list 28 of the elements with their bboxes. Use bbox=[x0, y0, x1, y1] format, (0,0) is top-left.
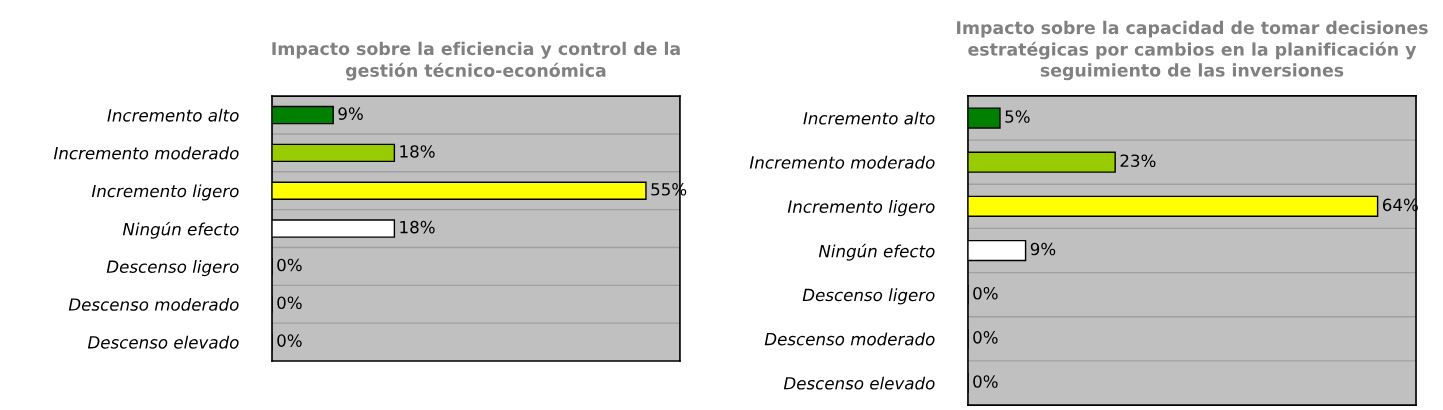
data-label: 23% bbox=[1120, 154, 1156, 168]
y-tick-label: Incremento ligero bbox=[91, 184, 239, 201]
y-tick-label: Ningún efecto bbox=[122, 221, 239, 239]
data-label: 9% bbox=[1030, 242, 1056, 256]
y-tick-label: Incremento alto bbox=[107, 108, 239, 122]
data-label: 18% bbox=[400, 220, 435, 234]
data-label: 9% bbox=[338, 107, 363, 120]
y-tick-label: Incremento alto bbox=[803, 111, 935, 125]
y-tick-label: Incremento moderado bbox=[749, 155, 935, 169]
chart-title: Impacto sobre la eficiencia y control de la gestión técnico-económica bbox=[272, 41, 680, 81]
data-label: 0% bbox=[973, 331, 998, 344]
data-label: 5% bbox=[1005, 110, 1030, 123]
chart-title: Impacto sobre la capacidad de tomar decisiones estratégicas por cambios en la planificación y seguimiento de las inversiones bbox=[957, 20, 1428, 81]
data-label: 0% bbox=[973, 375, 998, 388]
data-label: 0% bbox=[277, 258, 302, 272]
data-label: 0% bbox=[277, 334, 302, 347]
data-label: 0% bbox=[973, 286, 998, 300]
y-tick-label: Descenso elevado bbox=[87, 335, 239, 349]
y-tick-label: Descenso moderado bbox=[68, 297, 239, 311]
y-tick-label: Incremento moderado bbox=[53, 146, 239, 160]
y-tick-label: Descenso ligero bbox=[106, 260, 239, 277]
y-tick-label: Ningún efecto bbox=[818, 243, 935, 261]
y-tick-label: Descenso elevado bbox=[783, 376, 935, 390]
data-label: 18% bbox=[400, 145, 435, 158]
data-label: 0% bbox=[277, 296, 302, 310]
y-tick-label: Incremento ligero bbox=[787, 200, 935, 217]
y-tick-label: Descenso moderado bbox=[764, 332, 935, 346]
y-tick-label: Descenso ligero bbox=[802, 288, 935, 305]
